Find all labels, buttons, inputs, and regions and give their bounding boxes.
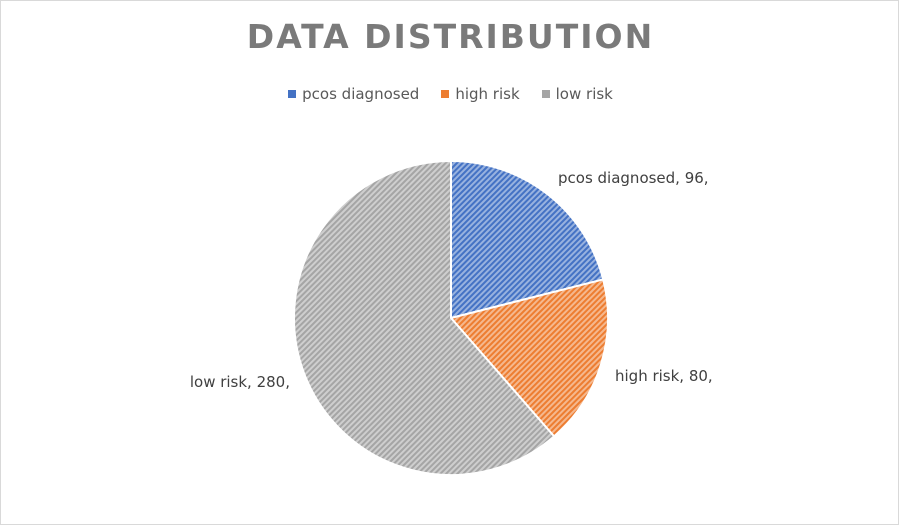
legend-label-high-risk: high risk <box>455 85 520 103</box>
legend-item-pcos-diagnosed: pcos diagnosed <box>288 85 419 103</box>
legend-item-low-risk: low risk <box>541 85 613 103</box>
pie-slice-pcos-diagnosed <box>450 159 605 320</box>
data-label-high-risk: high risk, 80, <box>615 367 713 385</box>
data-label-low-risk: low risk, 280, <box>190 373 290 391</box>
legend-swatch-high-risk <box>441 90 450 98</box>
legend: pcos diagnosed high risk low risk <box>1 85 899 103</box>
legend-item-high-risk: high risk <box>441 85 520 103</box>
legend-swatch-pcos-diagnosed <box>288 90 297 98</box>
legend-label-low-risk: low risk <box>555 85 613 103</box>
pie-slice-low-risk <box>293 159 556 476</box>
pie-slice-high-risk <box>449 278 609 438</box>
chart-title: DATA DISTRIBUTION <box>246 17 655 56</box>
data-label-pcos-diagnosed: pcos diagnosed, 96, <box>558 169 709 187</box>
legend-label-pcos-diagnosed: pcos diagnosed <box>302 85 420 103</box>
legend-swatch-low-risk <box>541 90 550 98</box>
